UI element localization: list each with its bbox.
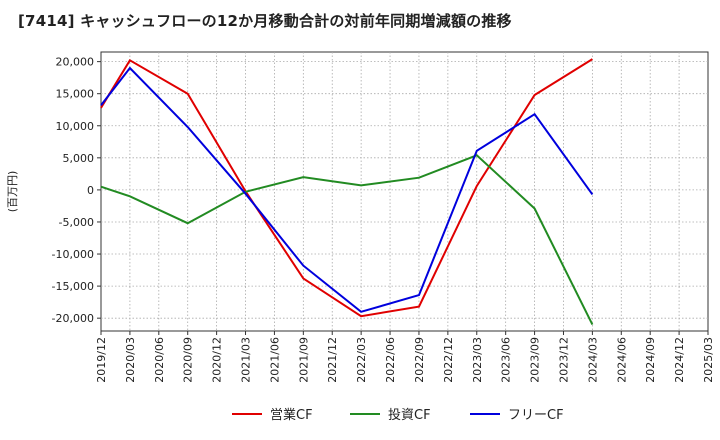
x-tick-label: 2022/09 bbox=[413, 337, 426, 383]
plot-area bbox=[100, 51, 709, 332]
series-line-2 bbox=[100, 154, 594, 326]
y-tick-label: 15,000 bbox=[56, 88, 95, 101]
y-tick-label: 5,000 bbox=[63, 152, 95, 165]
y-tick-label: -20,000 bbox=[52, 312, 94, 325]
legend-label: フリーCF bbox=[508, 408, 564, 423]
y-tick-label: 10,000 bbox=[56, 120, 95, 133]
x-tick-label: 2021/03 bbox=[240, 337, 253, 383]
y-tick-label: 0 bbox=[87, 184, 94, 197]
series-line-1 bbox=[100, 58, 593, 318]
legend-label: 営業CF bbox=[270, 407, 313, 423]
y-tick-label: -15,000 bbox=[52, 280, 94, 293]
x-tick-label: 2020/12 bbox=[211, 337, 224, 383]
legend-label: 投資CF bbox=[388, 407, 431, 423]
x-tick-label: 2022/03 bbox=[355, 337, 368, 383]
y-axis-label: (百万円) bbox=[6, 171, 19, 213]
y-tick-label: 20,000 bbox=[56, 56, 95, 69]
x-tick-label: 2022/06 bbox=[384, 337, 397, 383]
x-tick-label: 2019/12 bbox=[95, 337, 108, 383]
x-tick-label: 2021/06 bbox=[268, 337, 281, 383]
x-tick-label: 2024/06 bbox=[615, 337, 628, 383]
x-tick-label: 2020/09 bbox=[182, 337, 195, 383]
y-tick-label: -5,000 bbox=[59, 216, 94, 229]
chart-title: [7414] キャッシュフローの12か月移動合計の対前年同期増減額の推移 bbox=[18, 12, 512, 30]
x-tick-label: 2022/12 bbox=[442, 337, 455, 383]
x-tick-label: 2020/06 bbox=[153, 337, 166, 383]
y-tick-label: -10,000 bbox=[52, 248, 94, 261]
x-tick-label: 2021/12 bbox=[326, 337, 339, 383]
x-tick-label: 2024/12 bbox=[673, 337, 686, 383]
x-tick-label: 2023/06 bbox=[500, 337, 513, 383]
x-tick-label: 2023/03 bbox=[471, 337, 484, 383]
x-tick-label: 2025/03 bbox=[702, 337, 715, 383]
x-tick-label: 2024/03 bbox=[586, 337, 599, 383]
x-tick-label: 2023/12 bbox=[557, 337, 570, 383]
x-tick-label: 2023/09 bbox=[529, 337, 542, 383]
x-tick-label: 2024/09 bbox=[644, 337, 657, 383]
x-tick-label: 2020/03 bbox=[124, 337, 137, 383]
x-tick-label: 2021/09 bbox=[297, 337, 310, 383]
series-line-3 bbox=[100, 66, 594, 313]
